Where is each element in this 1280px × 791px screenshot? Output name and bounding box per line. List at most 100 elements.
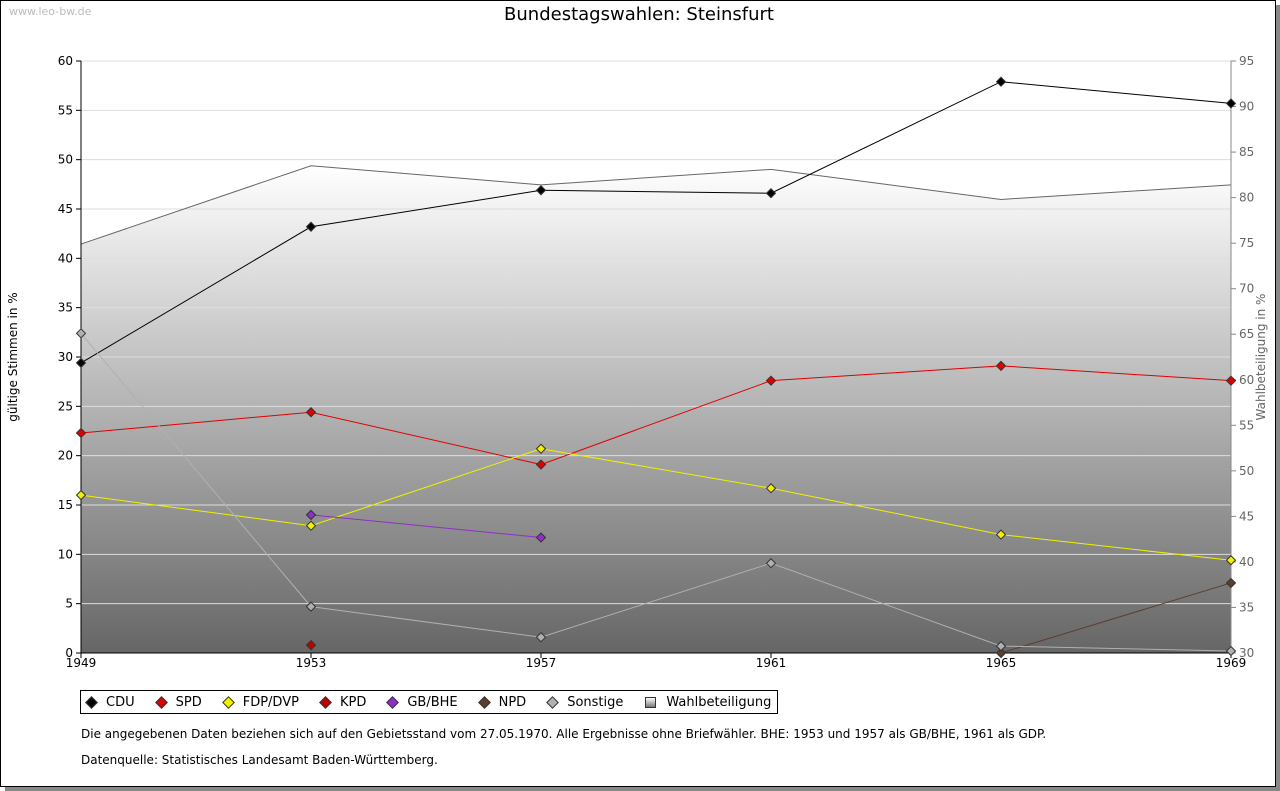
data-point-FDP/DVP [765, 483, 777, 494]
data-point-FDP/DVP [305, 520, 317, 531]
legend-item: KPD [319, 694, 367, 710]
y2-tick-label: 55 [1239, 418, 1254, 432]
series-line-NPD [1000, 582, 1232, 654]
legend-marker [386, 695, 400, 709]
legend-label: Wahlbeteiligung [666, 694, 772, 710]
data-point-CDU [995, 76, 1007, 87]
y-tick-label: 45 [58, 202, 73, 216]
y2-tick-label: 85 [1239, 145, 1254, 159]
data-point-SPD [305, 407, 317, 418]
data-point-CDU [1225, 98, 1237, 109]
series-line-GB/BHE [310, 514, 542, 539]
legend-label: Sonstige [567, 694, 624, 710]
legend-label: CDU [106, 694, 135, 710]
legend-marker [154, 695, 168, 709]
legend: CDU SPD FDP/DVP KPD GB/BHE NPD Sonstige Wahlbet… [80, 690, 779, 714]
y2-tick-label: 90 [1239, 100, 1254, 114]
y2-tick-label: 75 [1239, 236, 1254, 250]
legend-item: Wahlbeteiligung [645, 695, 771, 710]
data-point-NPD [1225, 577, 1237, 589]
y2-tick-label: 60 [1239, 373, 1254, 387]
data-point-Sonstige [535, 632, 547, 643]
legend-marker [477, 695, 491, 709]
y2-axis-label: Wahlbeteiligung in % [1254, 294, 1268, 421]
legend-label: FDP/DVP [242, 694, 299, 710]
data-point-CDU [75, 357, 87, 369]
source-text: Datenquelle: Statistisches Landesamt Bad… [81, 753, 438, 767]
y2-tick-label: 35 [1239, 600, 1254, 614]
y-tick-label: 20 [58, 449, 73, 463]
legend-label: NPD [498, 694, 527, 710]
legend-marker [221, 695, 235, 709]
series-line-CDU [80, 81, 1232, 364]
series-line-Sonstige [80, 332, 1232, 652]
legend-item: FDP/DVP [221, 694, 299, 710]
y-tick-label: 30 [58, 350, 73, 364]
data-point-GB/BHE [305, 509, 317, 521]
data-point-SPD [75, 427, 87, 439]
data-point-Sonstige [305, 601, 317, 612]
data-point-CDU [305, 221, 317, 232]
y2-tick-label: 40 [1239, 555, 1254, 569]
series-line-SPD [80, 365, 1232, 466]
data-point-GB/BHE [535, 532, 547, 543]
y2-tick-label: 30 [1239, 646, 1254, 660]
y-tick-label: 25 [58, 399, 73, 413]
data-point-CDU [765, 188, 777, 199]
y-tick-label: 35 [58, 301, 73, 315]
y2-tick-label: 70 [1239, 282, 1254, 296]
data-point-SPD [1225, 375, 1237, 386]
data-point-FDP/DVP [995, 529, 1007, 540]
legend-item: NPD [477, 694, 527, 710]
data-point-SPD [995, 360, 1007, 372]
y-axis-label: gültige Stimmen in % [6, 292, 20, 421]
series-line-FDP/DVP [80, 448, 1232, 561]
chart-title: Bundestagswahlen: Steinsfurt [504, 4, 774, 25]
turnout-area [81, 165, 1231, 653]
note-text: Die angegebenen Daten beziehen sich auf … [81, 727, 1047, 741]
x-tick-label: 1957 [526, 656, 557, 670]
legend-label: SPD [175, 694, 202, 710]
legend-marker [546, 695, 560, 709]
y2-tick-label: 80 [1239, 191, 1254, 205]
legend-label: GB/BHE [407, 694, 458, 710]
legend-item: CDU [85, 694, 135, 710]
x-tick-label: 1949 [66, 656, 97, 670]
y2-tick-label: 50 [1239, 464, 1254, 478]
turnout-line [80, 165, 1232, 245]
y-tick-label: 40 [58, 251, 73, 265]
y-tick-label: 55 [58, 103, 73, 117]
y-tick-label: 0 [65, 646, 73, 660]
data-point-NPD [995, 647, 1007, 659]
y2-tick-label: 45 [1239, 509, 1254, 523]
legend-item: GB/BHE [386, 694, 458, 710]
y-tick-label: 60 [58, 54, 73, 68]
data-point-Sonstige [765, 558, 777, 569]
data-point-CDU [535, 185, 547, 196]
data-point-SPD [535, 459, 547, 470]
x-tick-label: 1965 [986, 656, 1017, 670]
watermark: www.leo-bw.de [9, 5, 92, 18]
y-tick-label: 50 [58, 153, 73, 167]
plot-area: 0 5 10 15 20 25 30 35 40 45 50 55 60 30 35 40 45 50 55 60 65… [6, 54, 1268, 670]
legend-item: SPD [154, 694, 202, 710]
y-tick-label: 15 [58, 498, 73, 512]
x-tick-label: 1969 [1216, 656, 1247, 670]
data-point-SPD [765, 375, 777, 386]
x-tick-label: 1953 [296, 656, 327, 670]
legend-marker [319, 695, 332, 709]
data-point-FDP/DVP [75, 489, 87, 501]
y2-tick-label: 95 [1239, 54, 1254, 68]
y-tick-label: 5 [65, 597, 73, 611]
legend-label: KPD [339, 694, 367, 710]
data-point-Sonstige [1225, 645, 1237, 657]
data-point-FDP/DVP [1225, 555, 1237, 566]
legend-marker [85, 695, 98, 709]
legend-item: Sonstige [546, 694, 624, 710]
data-point-Sonstige [995, 640, 1007, 652]
y2-tick-label: 65 [1239, 327, 1254, 341]
data-point-FDP/DVP [535, 443, 547, 454]
data-point-Sonstige [75, 328, 87, 339]
legend-marker [645, 696, 657, 708]
